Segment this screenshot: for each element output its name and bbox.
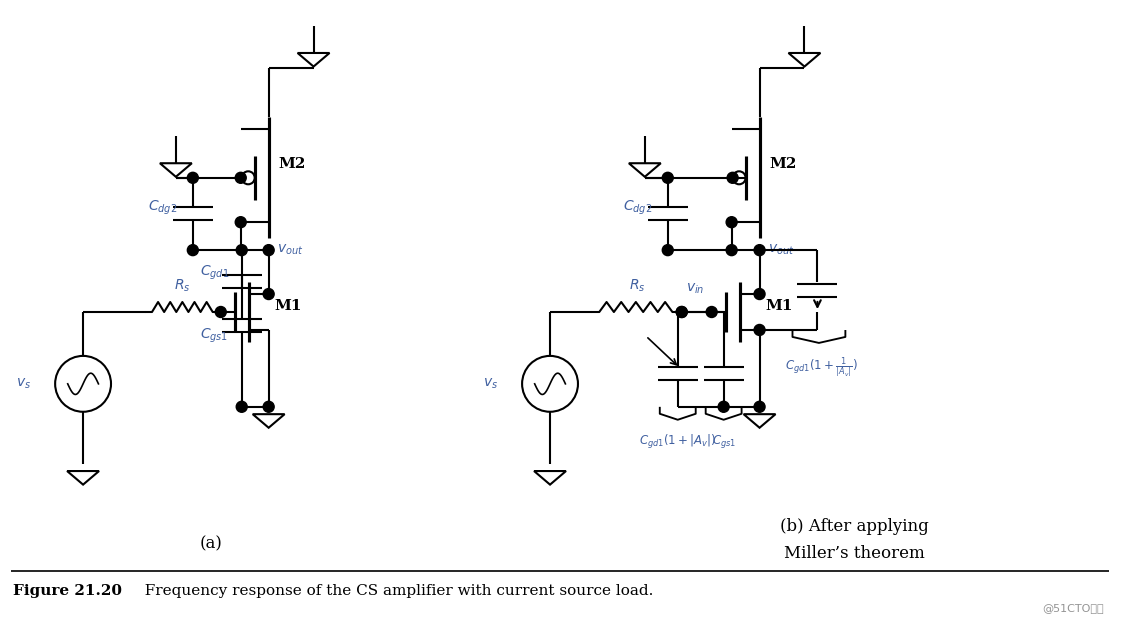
Circle shape (677, 307, 687, 317)
Text: (a): (a) (200, 535, 222, 552)
Text: M2: M2 (279, 157, 306, 171)
Text: $v_{out}$: $v_{out}$ (767, 243, 794, 258)
Circle shape (263, 401, 274, 412)
Text: $C_{gs1}$: $C_{gs1}$ (712, 433, 735, 450)
Text: $C_{gd1}$: $C_{gd1}$ (200, 264, 229, 282)
Circle shape (728, 172, 738, 183)
Text: $v_{in}$: $v_{in}$ (686, 282, 704, 296)
Circle shape (236, 244, 247, 256)
Text: $C_{gd1}(1+|A_v|)$: $C_{gd1}(1+|A_v|)$ (638, 433, 716, 451)
Circle shape (755, 289, 765, 300)
Text: Frequency response of the CS amplifier with current source load.: Frequency response of the CS amplifier w… (135, 585, 653, 598)
Circle shape (236, 401, 247, 412)
Text: M2: M2 (769, 157, 796, 171)
Text: M1: M1 (274, 299, 302, 313)
Text: $v_s$: $v_s$ (16, 377, 32, 391)
Text: $v_{out}$: $v_{out}$ (276, 243, 303, 258)
Circle shape (236, 216, 246, 228)
Text: $R_s$: $R_s$ (628, 277, 645, 294)
Circle shape (726, 216, 737, 228)
Circle shape (755, 325, 765, 335)
Circle shape (187, 244, 199, 256)
Circle shape (662, 172, 673, 183)
Circle shape (662, 244, 673, 256)
Circle shape (55, 356, 111, 412)
Text: Figure 21.20: Figure 21.20 (14, 585, 122, 598)
Circle shape (706, 307, 717, 317)
Text: @51CTO博客: @51CTO博客 (1042, 603, 1104, 613)
Text: $C_{dg2}$: $C_{dg2}$ (623, 199, 652, 217)
Circle shape (215, 307, 227, 317)
Circle shape (677, 307, 687, 317)
Text: $C_{gd1}(1+\frac{1}{|A_v|})$: $C_{gd1}(1+\frac{1}{|A_v|})$ (785, 356, 857, 380)
Circle shape (522, 356, 578, 412)
Circle shape (726, 244, 737, 256)
Text: $C_{dg2}$: $C_{dg2}$ (148, 199, 177, 217)
Text: Miller’s theorem: Miller’s theorem (784, 545, 925, 562)
Circle shape (236, 172, 246, 183)
Text: (b) After applying: (b) After applying (779, 518, 928, 535)
Circle shape (263, 289, 274, 300)
Text: $C_{gs1}$: $C_{gs1}$ (200, 327, 228, 345)
Text: $R_s$: $R_s$ (174, 277, 191, 294)
Text: M1: M1 (766, 299, 793, 313)
Circle shape (755, 244, 765, 256)
Circle shape (263, 244, 274, 256)
Circle shape (755, 401, 765, 412)
Circle shape (187, 172, 199, 183)
Text: $v_s$: $v_s$ (483, 377, 499, 391)
Circle shape (719, 401, 729, 412)
